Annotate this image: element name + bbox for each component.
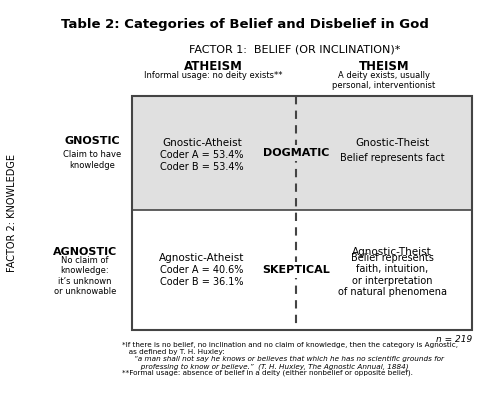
Text: Coder A = 53.4%
Coder B = 53.4%: Coder A = 53.4% Coder B = 53.4% xyxy=(160,150,244,172)
Text: Claim to have
knowledge: Claim to have knowledge xyxy=(63,150,121,170)
Text: A deity exists, usually
personal, interventionist: A deity exists, usually personal, interv… xyxy=(332,71,436,90)
Bar xyxy=(132,96,472,330)
Text: FACTOR 1:  BELIEF (OR INCLINATION)*: FACTOR 1: BELIEF (OR INCLINATION)* xyxy=(189,44,401,54)
Text: Coder A = 40.6%
Coder B = 36.1%: Coder A = 40.6% Coder B = 36.1% xyxy=(160,265,244,287)
Text: Gnostic-Atheist: Gnostic-Atheist xyxy=(162,138,242,148)
Text: n = 219: n = 219 xyxy=(436,335,472,344)
Text: Table 2: Categories of Belief and Disbelief in God: Table 2: Categories of Belief and Disbel… xyxy=(61,18,429,31)
Text: *If there is no belief, no inclination and no claim of knowledge, then the categ: *If there is no belief, no inclination a… xyxy=(122,342,458,355)
Text: Belief represents fact: Belief represents fact xyxy=(340,153,444,163)
Text: Informal usage: no deity exists**: Informal usage: no deity exists** xyxy=(144,71,282,80)
Text: FACTOR 2: KNOWLEDGE: FACTOR 2: KNOWLEDGE xyxy=(7,154,17,272)
Text: DOGMATIC: DOGMATIC xyxy=(263,148,329,158)
Text: “a man shall not say he knows or believes that which he has no scientific ground: “a man shall not say he knows or believe… xyxy=(134,356,444,370)
Text: GNOSTIC: GNOSTIC xyxy=(64,136,120,146)
Text: SKEPTICAL: SKEPTICAL xyxy=(262,265,330,275)
Text: **Formal usage: absence of belief in a deity (either nonbelief or opposite belie: **Formal usage: absence of belief in a d… xyxy=(122,370,413,376)
Text: THEISM: THEISM xyxy=(359,60,409,73)
Text: Belief represents
faith, intuition,
or interpretation
of natural phenomena: Belief represents faith, intuition, or i… xyxy=(338,253,446,298)
Bar xyxy=(132,210,472,330)
Text: ATHEISM: ATHEISM xyxy=(184,60,243,73)
Text: AGNOSTIC: AGNOSTIC xyxy=(53,247,117,257)
Bar xyxy=(132,96,472,210)
Text: Agnostic-Atheist: Agnostic-Atheist xyxy=(159,253,245,263)
Text: Agnostic-Theist: Agnostic-Theist xyxy=(352,247,432,257)
Text: Gnostic-Theist: Gnostic-Theist xyxy=(355,138,429,148)
Text: No claim of
knowledge:
it’s unknown
or unknowable: No claim of knowledge: it’s unknown or u… xyxy=(54,256,116,296)
